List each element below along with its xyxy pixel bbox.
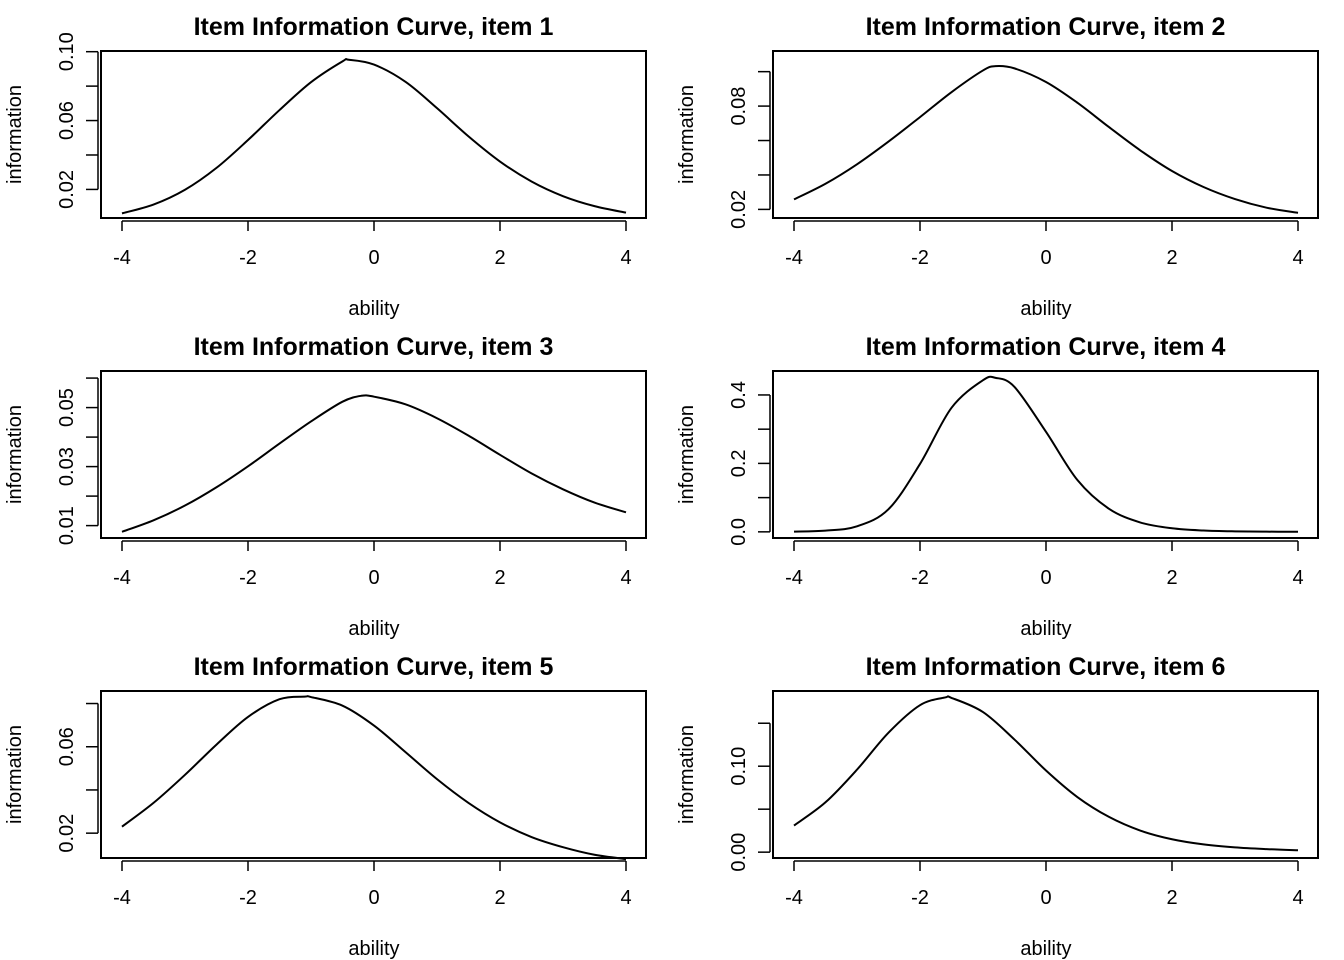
x-axis-label: ability — [1020, 618, 1071, 640]
x-tick-label: 0 — [368, 887, 379, 909]
x-tick-label: -2 — [239, 887, 257, 909]
chart-panel-3: Item Information Curve, item 3 -4 -2 0 2 4 abi… — [4, 333, 647, 640]
x-tick-label: 2 — [1166, 567, 1177, 589]
x-tick-label: 0 — [1040, 887, 1051, 909]
y-tick-label: 0.02 — [56, 814, 78, 853]
x-tick-label: -2 — [911, 247, 929, 269]
x-tick-label: 0 — [1040, 247, 1051, 269]
chart-panel-2: Item Information Curve, item 2 -4 -2 0 2 4 abi… — [676, 13, 1319, 320]
y-axis-label: information — [4, 405, 26, 504]
y-tick-label: 0.0 — [728, 518, 750, 546]
plot-frame — [772, 370, 1319, 539]
x-tick-label: 0 — [1040, 567, 1051, 589]
x-axis-label: ability — [348, 298, 399, 320]
x-axis-label: ability — [348, 938, 399, 960]
x-tick-label: -4 — [113, 567, 131, 589]
y-tick-label: 0.02 — [56, 170, 78, 209]
y-tick-label: 0.05 — [56, 388, 78, 427]
x-tick-label: -4 — [113, 247, 131, 269]
x-tick-label: -2 — [911, 887, 929, 909]
chart-panel-1: Item Information Curve, item 1 -4 -2 0 2 4 abi… — [4, 13, 647, 320]
chart-title: Item Information Curve, item 6 — [866, 653, 1226, 681]
x-tick-label: 4 — [1292, 567, 1303, 589]
x-tick-label: -4 — [785, 567, 803, 589]
y-tick-label: 0.00 — [728, 833, 750, 872]
x-tick-label: -4 — [113, 887, 131, 909]
x-axis-label: ability — [348, 618, 399, 640]
information-curve — [793, 375, 1299, 533]
x-tick-label: 4 — [620, 247, 631, 269]
y-tick-label: 0.10 — [728, 747, 750, 786]
y-axis-label: information — [676, 405, 698, 504]
y-axis-label: information — [4, 725, 26, 824]
y-tick-label: 0.01 — [56, 506, 78, 545]
x-tick-label: 4 — [1292, 887, 1303, 909]
chart-title: Item Information Curve, item 1 — [194, 13, 554, 41]
x-tick-label: 4 — [1292, 247, 1303, 269]
x-axis-label: ability — [1020, 298, 1071, 320]
x-tick-label: 4 — [620, 567, 631, 589]
y-tick-label: 0.03 — [56, 447, 78, 486]
x-tick-label: -2 — [239, 247, 257, 269]
y-tick-label: 0.02 — [728, 190, 750, 229]
y-axis-label: information — [4, 85, 26, 184]
y-tick-label: 0.08 — [728, 87, 750, 126]
x-tick-label: -4 — [785, 247, 803, 269]
x-tick-label: 0 — [368, 247, 379, 269]
information-curve — [121, 695, 627, 861]
chart-panel-4: Item Information Curve, item 4 -4 -2 0 2 4 abi… — [676, 333, 1319, 640]
x-tick-label: -2 — [239, 567, 257, 589]
x-tick-label: 2 — [1166, 887, 1177, 909]
information-curve — [121, 57, 627, 215]
plot-frame — [772, 690, 1319, 859]
x-tick-label: 2 — [494, 247, 505, 269]
x-axis-label: ability — [1020, 938, 1071, 960]
chart-panel-5: Item Information Curve, item 5 -4 -2 0 2 4 abi… — [4, 653, 647, 960]
chart-title: Item Information Curve, item 4 — [866, 333, 1226, 361]
plot-frame — [100, 370, 647, 539]
chart-title: Item Information Curve, item 2 — [866, 13, 1226, 41]
y-tick-label: 0.06 — [56, 101, 78, 140]
x-tick-label: 4 — [620, 887, 631, 909]
chart-panel-6: Item Information Curve, item 6 -4 -2 0 2 4 abi… — [676, 653, 1319, 960]
information-curve — [793, 64, 1299, 214]
y-tick-label: 0.2 — [728, 449, 750, 477]
plot-frame — [100, 50, 647, 219]
y-axis-label: information — [676, 85, 698, 184]
y-tick-label: 0.10 — [56, 32, 78, 71]
information-curve — [121, 394, 627, 533]
chart-title: Item Information Curve, item 5 — [194, 653, 554, 681]
y-tick-label: 0.06 — [56, 727, 78, 766]
chart-title: Item Information Curve, item 3 — [194, 333, 554, 361]
x-tick-label: -4 — [785, 887, 803, 909]
x-tick-label: 0 — [368, 567, 379, 589]
x-tick-label: 2 — [494, 887, 505, 909]
x-tick-label: 2 — [1166, 247, 1177, 269]
plot-frame — [100, 690, 647, 859]
x-tick-label: -2 — [911, 567, 929, 589]
y-tick-label: 0.4 — [728, 381, 750, 409]
plot-frame — [772, 50, 1319, 219]
x-tick-label: 2 — [494, 567, 505, 589]
information-curve — [793, 695, 1299, 852]
y-axis-label: information — [676, 725, 698, 824]
